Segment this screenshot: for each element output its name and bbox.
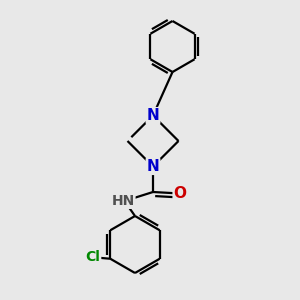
Text: N: N — [147, 159, 159, 174]
Text: N: N — [147, 108, 159, 123]
Text: O: O — [173, 186, 187, 201]
Text: Cl: Cl — [85, 250, 100, 264]
Text: HN: HN — [111, 194, 135, 208]
Text: H: H — [119, 194, 130, 208]
